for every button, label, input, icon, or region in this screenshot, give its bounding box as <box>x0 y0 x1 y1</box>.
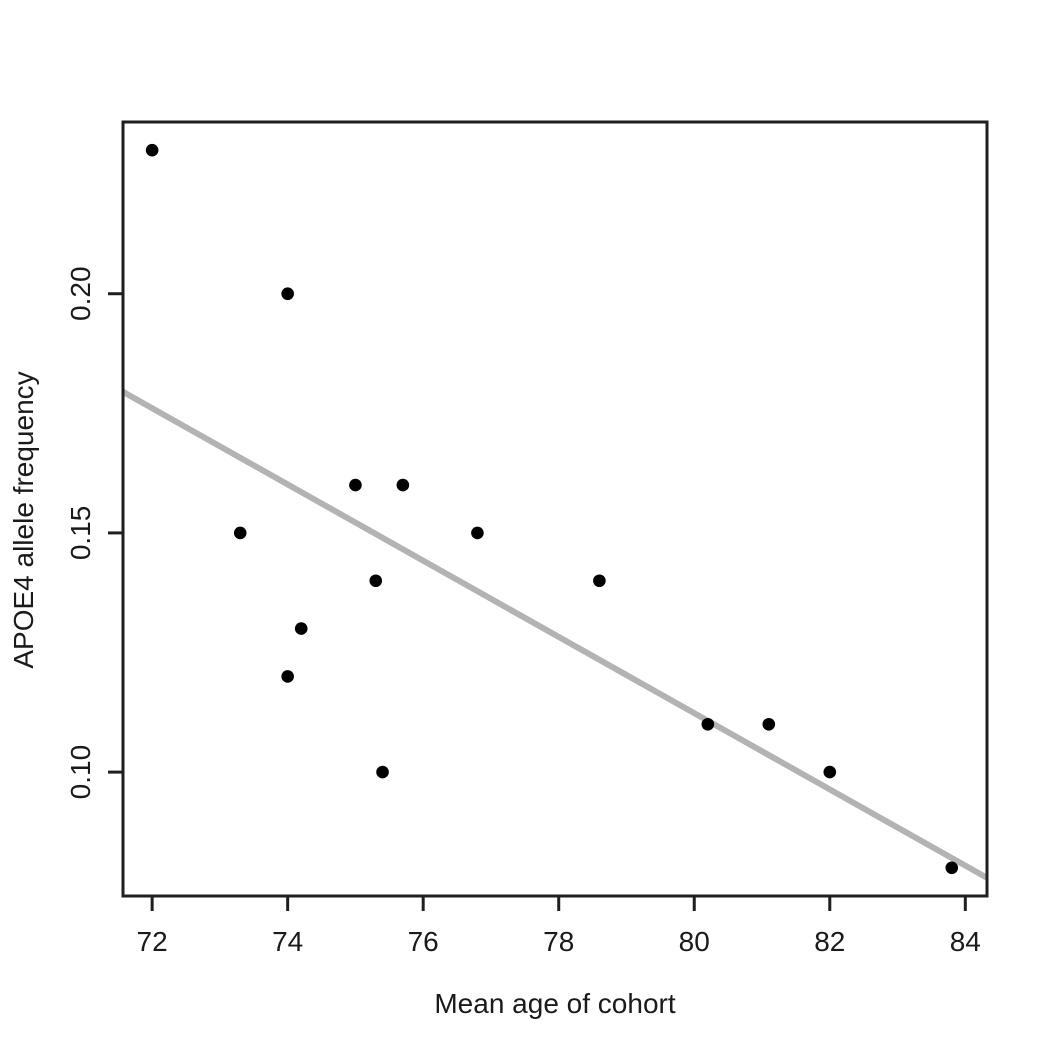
x-tick-label: 76 <box>408 926 439 957</box>
x-tick-label: 74 <box>272 926 303 957</box>
data-point <box>233 526 247 540</box>
y-tick-label: 0.20 <box>65 266 96 321</box>
data-point <box>376 765 389 779</box>
data-point <box>396 478 410 492</box>
y-axis-label: APOE4 allele frequency <box>8 371 39 668</box>
data-point <box>369 574 383 588</box>
y-tick-label: 0.10 <box>65 745 96 800</box>
data-point <box>294 622 308 635</box>
data-point <box>762 717 776 731</box>
data-point <box>145 143 159 157</box>
x-tick-label: 78 <box>543 926 574 957</box>
axes-layer: 72 74 76 78 80 82 84 0.10 0.15 0.20 <box>65 266 981 957</box>
trend-line-layer <box>121 389 989 881</box>
trend-line <box>121 389 989 881</box>
x-tick-label: 84 <box>950 926 981 957</box>
plot-border <box>121 120 989 898</box>
data-point <box>281 287 294 301</box>
data-point <box>281 670 294 683</box>
data-point <box>349 478 362 492</box>
x-axis-label: Mean age of cohort <box>434 988 675 1019</box>
data-point <box>593 574 606 588</box>
y-tick-label: 0.15 <box>65 506 96 561</box>
data-points-layer <box>145 143 959 875</box>
data-point <box>701 717 715 731</box>
x-tick-label: 80 <box>679 926 710 957</box>
x-tick-label: 82 <box>814 926 845 957</box>
data-point <box>945 861 959 875</box>
x-tick-label: 72 <box>137 926 168 957</box>
data-point <box>823 765 837 779</box>
data-point <box>471 526 484 540</box>
